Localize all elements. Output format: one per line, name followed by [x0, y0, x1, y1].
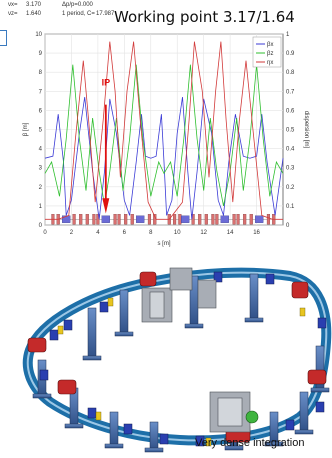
- injection-section: [141, 267, 251, 433]
- y2-tick-label: 0.5: [286, 128, 295, 134]
- series-line-beta-z: [44, 64, 284, 206]
- tune-x-value: 3.170: [26, 2, 42, 8]
- y-tick-label: 7: [39, 89, 43, 95]
- x-tick-label: 12: [200, 230, 207, 236]
- y-tick-label: 9: [39, 51, 43, 57]
- y2-tick-label: 0.3: [286, 166, 295, 172]
- quadrupole-mark: [173, 214, 177, 225]
- dipole-mark: [255, 215, 264, 223]
- dipole-mark: [181, 215, 190, 223]
- y-axis-label: β [m]: [23, 122, 29, 136]
- optics-chart: 0 2 4 6 8 10 12 14 16 0 1 2 3 4 5 6 7 8 9 10 0 0.1 0.2 0.3 0.4 0.…: [0, 22, 332, 250]
- tune-z-value: 1.640: [26, 11, 42, 17]
- quadrupole-mark: [117, 214, 121, 225]
- caption-text: Very dense integration: [195, 437, 305, 449]
- x-tick-label: 8: [149, 230, 153, 236]
- detector-green: [245, 410, 259, 424]
- y-tick-label: 8: [39, 70, 43, 76]
- ip-label: IP: [102, 78, 111, 88]
- x-tick-label: 6: [123, 230, 127, 236]
- y2-tick-label: 0.9: [286, 51, 295, 57]
- legend-entry: βz: [267, 51, 273, 57]
- x-axis-label: s [m]: [158, 241, 171, 247]
- y2-tick-label: 0.4: [286, 147, 295, 153]
- series-line-eta-x: [45, 41, 283, 220]
- y-tick-label: 2: [39, 185, 43, 191]
- quadrupole-mark: [243, 214, 247, 225]
- period-text: 1 period, C=: [62, 11, 95, 17]
- edge-frame: [0, 30, 7, 46]
- y-tick-label: 4: [39, 147, 43, 153]
- quadrupole-mark: [215, 214, 219, 225]
- x-tick-label: 16: [253, 230, 260, 236]
- quadrupole-mark: [232, 214, 236, 225]
- dipole-mark: [62, 215, 71, 223]
- y-tick-label: 5: [39, 128, 43, 134]
- quadrupole-mark: [113, 214, 117, 225]
- quadrupole-mark: [92, 214, 96, 225]
- quadrupole-mark: [211, 214, 215, 225]
- y-tick-label: 10: [35, 32, 42, 38]
- quadrupole-mark: [266, 214, 271, 225]
- x-tick-label: 2: [70, 230, 74, 236]
- y-tick-label: 1: [39, 204, 43, 210]
- y2-tick-label: 0.6: [286, 108, 295, 114]
- y2-tick-label: 1: [286, 32, 290, 38]
- optics-chart-svg: 0 2 4 6 8 10 12 14 1601234567891000.10.20.30.40.…: [23, 32, 309, 247]
- y-tick-label: 0: [39, 223, 43, 229]
- quadrupole-mark: [79, 214, 83, 225]
- quadrupole-mark: [85, 214, 89, 225]
- y2-tick-label: 0.7: [286, 89, 295, 95]
- quadrupole-mark: [236, 214, 240, 225]
- x-tick-label: 10: [174, 230, 181, 236]
- quadrupole-mark: [198, 214, 202, 225]
- legend-entry: βx: [267, 42, 273, 48]
- legend-entry: ηx: [267, 60, 273, 66]
- y2-tick-label: 0.1: [286, 204, 295, 210]
- y2-tick-label: 0.2: [286, 185, 295, 191]
- quadrupole-mark: [147, 214, 152, 225]
- y-tick-label: 3: [39, 166, 43, 172]
- y2-tick-label: 0: [286, 223, 290, 229]
- x-tick-label: 4: [96, 230, 100, 236]
- quadrupole-mark: [124, 214, 128, 225]
- quadrupole-mark: [204, 214, 208, 225]
- dipole-mark: [220, 215, 229, 223]
- ip-arrow-head: [102, 198, 110, 214]
- dipole-mark: [136, 215, 145, 223]
- quadrupole-mark: [249, 214, 253, 225]
- tune-x-label: νx=: [8, 2, 18, 8]
- dipole-mark: [101, 215, 110, 223]
- y2-tick-label: 0.8: [286, 70, 295, 76]
- page-title: Working point 3.17/1.64: [114, 8, 295, 26]
- circumference-value: 17.987: [96, 11, 115, 17]
- quadrupole-mark: [72, 214, 76, 225]
- ring-lattice-image: [22, 267, 332, 453]
- x-tick-label: 0: [43, 230, 47, 236]
- x-tick-label: 14: [227, 230, 234, 236]
- y2-axis-label: dispersion [m]: [303, 111, 309, 149]
- quadrupole-mark: [130, 214, 134, 225]
- dpp-text: Δp/p=0.000: [62, 2, 93, 8]
- quadrupole-mark: [178, 214, 182, 225]
- tune-z-label: νz=: [8, 11, 18, 17]
- y-tick-label: 6: [39, 108, 43, 114]
